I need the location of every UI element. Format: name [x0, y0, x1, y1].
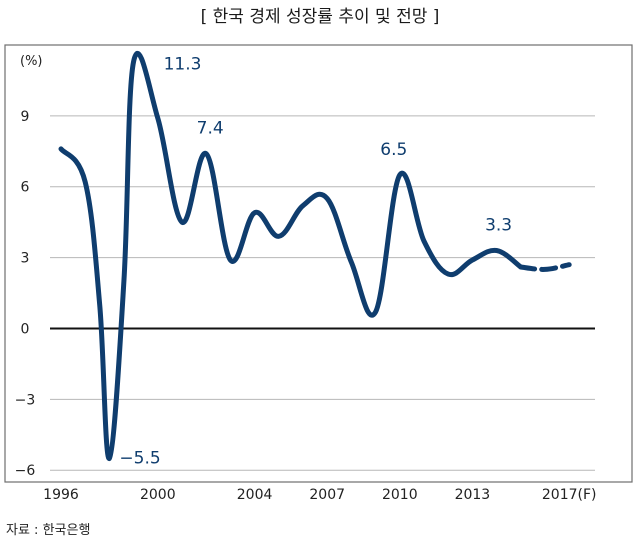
data-label: 3.3: [485, 216, 512, 236]
x-tick-label: 2013: [455, 487, 491, 503]
y-tick-label: 3: [21, 251, 30, 267]
growth-rate-line: [58, 50, 524, 461]
y-tick-label: −3: [15, 392, 36, 408]
x-tick-label: 2000: [140, 487, 176, 503]
x-tick-label: 2007: [309, 487, 345, 503]
x-tick-label: 2010: [382, 487, 418, 503]
grid-layer: [50, 115, 595, 471]
x-tick-label: 1996: [43, 487, 79, 503]
data-label: 7.4: [197, 119, 224, 139]
x-tick-label: 2017(F): [542, 487, 597, 503]
chart-title: [ 한국 경제 성장률 추이 및 전망 ]: [201, 7, 440, 27]
y-tick-label: 6: [21, 180, 30, 196]
y-tick-label: −6: [15, 463, 36, 479]
plot-frame: [4, 44, 633, 483]
x-tick-label: 2004: [237, 487, 273, 503]
tick-label-layer: −6 −3 0 3 6 9 1996 2000 2004 2007 2010 2013 2017(F): [15, 109, 597, 503]
data-label-layer: 11.3 −5.5 7.4 6.5 3.3: [119, 55, 512, 469]
y-tick-label: 0: [21, 321, 30, 337]
forecast-line: [518, 262, 572, 272]
y-unit-label: (%): [20, 54, 43, 69]
data-label: 11.3: [164, 55, 202, 75]
source-note: 자료 : 한국은행: [6, 522, 90, 538]
y-tick-label: 9: [21, 109, 30, 125]
series-layer: [58, 50, 572, 461]
data-label: 6.5: [380, 140, 407, 160]
data-label: −5.5: [119, 448, 160, 468]
